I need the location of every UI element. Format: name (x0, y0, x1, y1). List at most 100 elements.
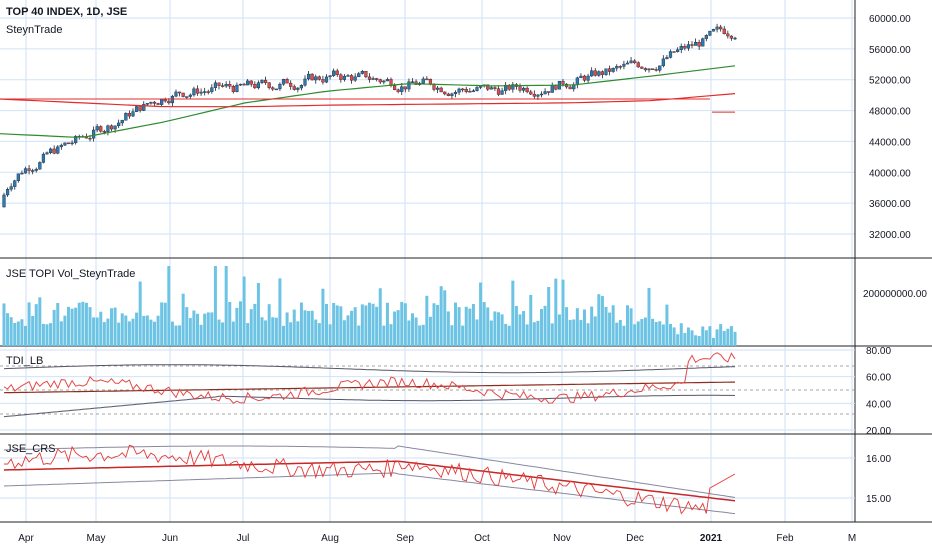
candle-body (625, 62, 630, 65)
candle-body (421, 78, 425, 84)
candle-body (102, 131, 106, 133)
candle-body (170, 95, 175, 104)
volume-bar (342, 320, 346, 346)
volume-bar (117, 322, 121, 346)
volume-bar (350, 310, 354, 346)
volume-bar (59, 321, 63, 346)
candle-body (2, 194, 6, 208)
candle-body (74, 136, 78, 144)
candle-body (199, 91, 203, 94)
volume-bar (575, 308, 579, 346)
volume-bar (124, 315, 128, 346)
candle-body (59, 144, 63, 148)
candle-body (521, 87, 526, 91)
candle-body (174, 91, 178, 97)
candle-body (332, 70, 336, 76)
candle-body (629, 60, 633, 64)
candle-body (457, 88, 461, 93)
candle-body (192, 88, 196, 96)
candle-body (99, 126, 103, 132)
volume-axis-label: 200000000.00 (863, 289, 927, 300)
volume-bar (622, 325, 626, 346)
candle-body (63, 142, 67, 146)
volume-bar (228, 301, 232, 346)
candle-body (414, 81, 418, 85)
volume-bar (686, 327, 690, 346)
candle-body (152, 101, 157, 104)
volume-bar (314, 319, 318, 346)
volume-bar (672, 327, 676, 346)
candle-body (13, 180, 17, 187)
candle-body (181, 92, 185, 97)
volume-bar (640, 319, 644, 346)
volume-bar (163, 302, 167, 346)
candle-body (590, 70, 594, 77)
candle-body (34, 168, 38, 171)
candle-body (310, 73, 314, 81)
volume-bar (181, 293, 185, 346)
candle-body (615, 66, 619, 69)
volume-bar (242, 276, 246, 346)
candle-body (525, 87, 529, 93)
volume-bar (260, 317, 264, 346)
candle-body (618, 66, 622, 68)
price-axis-label: 44000.00 (869, 137, 911, 148)
volume-bar (633, 324, 637, 346)
volume-bar (468, 308, 472, 346)
candle-body (600, 71, 605, 75)
volume-bar (206, 312, 210, 346)
candle-body (106, 125, 110, 132)
candle-body (357, 73, 361, 78)
candle-body (210, 87, 214, 92)
volume-bar (679, 323, 683, 346)
tdi-upper-band (3, 364, 736, 374)
candle-body (224, 83, 228, 87)
candle-body (317, 76, 321, 80)
volume-bar (375, 306, 379, 346)
chart-author: SteynTrade (6, 24, 63, 36)
candle-body (543, 91, 547, 95)
volume-bar (353, 307, 357, 346)
volume-bar (149, 319, 153, 346)
candle-body (572, 84, 576, 90)
volume-bar (464, 306, 468, 346)
candle-body (349, 75, 354, 81)
candle-body (486, 84, 490, 90)
candle-body (711, 29, 716, 32)
volume-bar (704, 330, 708, 346)
candle-body (726, 33, 730, 37)
volume-bar (550, 323, 554, 346)
tdi-axis-label: 20.00 (866, 426, 891, 437)
candle-body (504, 84, 508, 91)
candle-body (167, 100, 171, 104)
volume-bar (729, 326, 733, 346)
candle-body (242, 83, 246, 86)
candle-body (568, 86, 572, 90)
x-axis-label: 2021 (700, 533, 723, 544)
candle-body (31, 170, 35, 172)
volume-bar (113, 307, 117, 346)
volume-pane-title: JSE TOPI Vol_SteynTrade (6, 268, 136, 280)
volume-bar (511, 280, 515, 346)
candle-body (464, 88, 468, 92)
volume-bar (178, 325, 182, 346)
candle-body (518, 86, 522, 91)
volume-bar (185, 307, 189, 346)
candle-body (410, 81, 415, 83)
candle-body (142, 104, 146, 111)
volume-bar (486, 307, 490, 346)
price-axis-label: 48000.00 (869, 107, 911, 118)
volume-bar (597, 294, 601, 346)
volume-bar (421, 324, 425, 346)
volume-bar (611, 305, 615, 346)
candle-body (238, 83, 243, 86)
candle-body (446, 93, 450, 96)
candle-body (256, 82, 261, 89)
candle-body (52, 148, 56, 154)
volume-bar (6, 313, 10, 346)
candle-body (5, 188, 10, 196)
x-axis-label: M (848, 533, 856, 544)
candle-body (16, 173, 20, 181)
